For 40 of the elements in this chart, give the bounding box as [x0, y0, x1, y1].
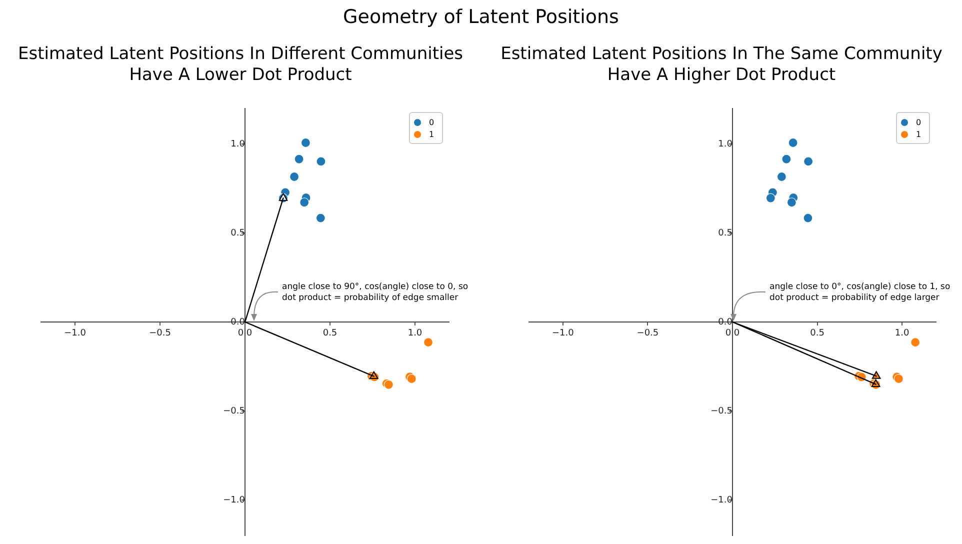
- point: [786, 198, 796, 208]
- point: [776, 172, 786, 182]
- y-tick-label: −0.5: [223, 406, 245, 416]
- point: [782, 154, 792, 164]
- chart-title: Estimated Latent Positions In Different Communities Have A Lower Dot Product: [16, 44, 464, 86]
- x-tick-label: −0.5: [149, 328, 171, 339]
- y-tick-label: 1.0: [230, 139, 246, 150]
- y-tick-label: −0.5: [710, 406, 732, 416]
- point: [300, 138, 310, 148]
- point: [290, 172, 300, 182]
- point: [910, 337, 920, 348]
- point: [294, 154, 304, 164]
- legend-label: 1: [429, 130, 434, 139]
- x-tick-label: −0.5: [636, 328, 659, 339]
- point: [316, 156, 326, 166]
- point: [788, 138, 798, 148]
- point: [316, 213, 326, 223]
- x-tick-label: −1.0: [64, 328, 86, 339]
- y-tick-label: −1.0: [223, 495, 246, 506]
- annotation: angle close to 0°, cos(angle) close to 1, so dot product = probability of edge larger: [770, 282, 950, 304]
- y-tick-label: 0.5: [230, 228, 245, 238]
- x-tick-label: 1.0: [408, 328, 422, 339]
- x-tick-label: −1.0: [552, 328, 574, 339]
- chart-title: Estimated Latent Positions In The Same Community Have A Higher Dot Product: [500, 44, 944, 86]
- point: [803, 213, 813, 223]
- annotation: angle close to 90°, cos(angle) close to 0, so dot product = probability of edge smaller: [282, 282, 468, 304]
- y-tick-label: −1.0: [710, 495, 733, 506]
- y-tick-label: 1.0: [718, 139, 733, 150]
- point: [423, 337, 434, 348]
- point: [300, 198, 310, 208]
- x-tick-label: 0.5: [810, 328, 824, 339]
- legend-label: 0: [916, 118, 922, 127]
- text: Geometry of Latent Positions: [342, 6, 620, 28]
- x-tick-label: 1.0: [894, 328, 910, 339]
- point: [766, 193, 776, 203]
- legend-label: 1: [916, 130, 922, 139]
- legend-label: 0: [429, 118, 434, 127]
- point: [804, 156, 814, 166]
- x-tick-label: 0.5: [322, 328, 338, 339]
- y-tick-label: 0.5: [718, 228, 732, 238]
